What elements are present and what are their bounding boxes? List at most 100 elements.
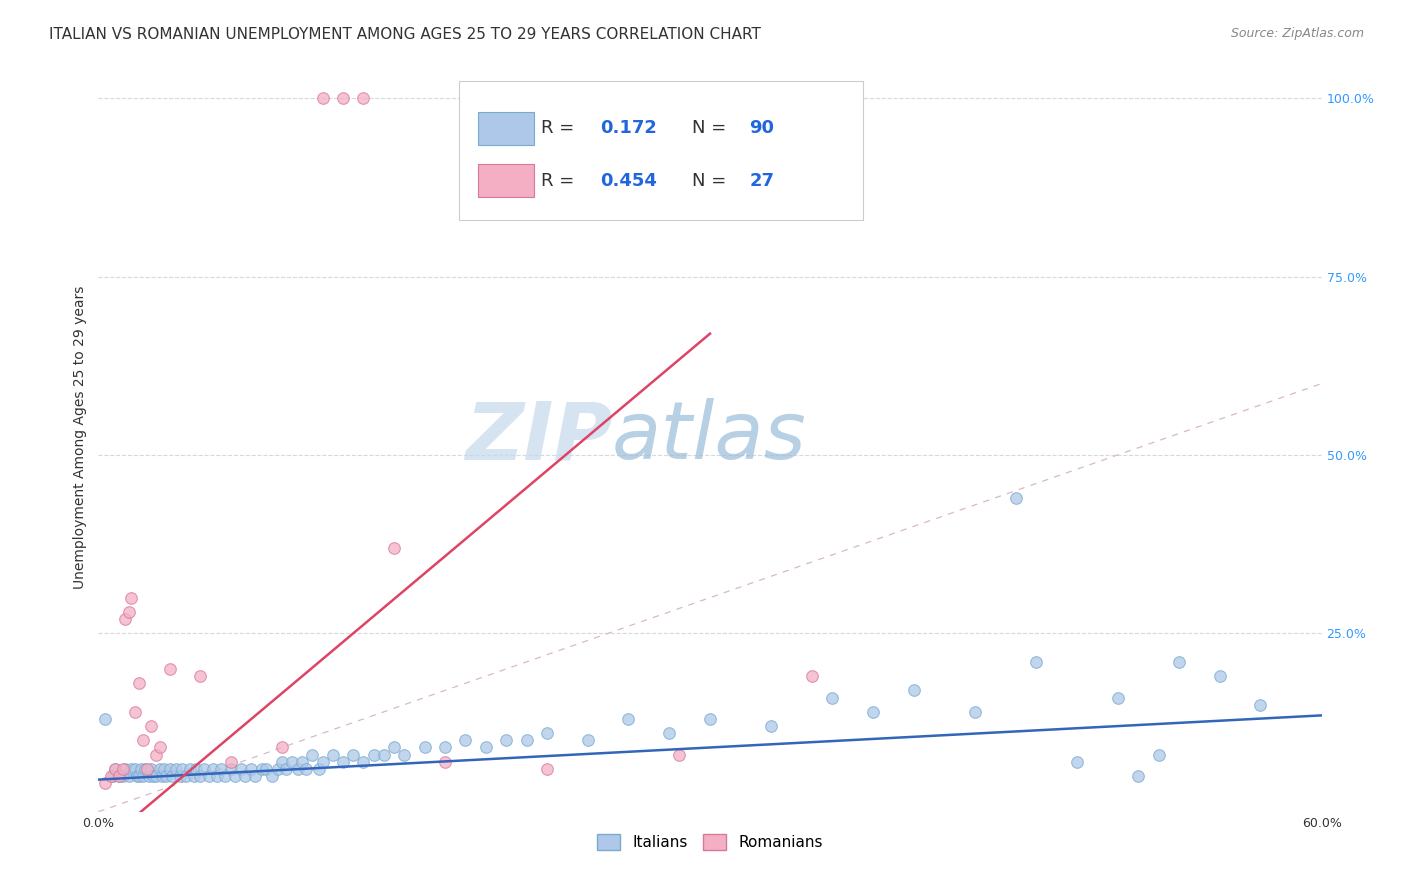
Point [668, 747, 690, 762]
Point [233, 769, 256, 783]
Text: N =: N = [692, 120, 725, 137]
Text: ITALIAN VS ROMANIAN UNEMPLOYMENT AMONG AGES 25 TO 29 YEARS CORRELATION CHART: ITALIAN VS ROMANIAN UNEMPLOYMENT AMONG A… [49, 27, 761, 42]
Point [862, 705, 884, 719]
Point [332, 91, 354, 105]
Point [536, 726, 558, 740]
Point [128, 676, 150, 690]
Point [120, 591, 142, 605]
Point [903, 683, 925, 698]
Point [159, 662, 181, 676]
Point [150, 769, 173, 783]
Point [965, 705, 987, 719]
Point [332, 755, 354, 769]
Point [474, 740, 498, 755]
Point [821, 690, 844, 705]
Point [801, 669, 824, 683]
Point [114, 762, 136, 776]
Point [108, 769, 131, 783]
Point [93, 712, 115, 726]
Text: 27: 27 [749, 172, 775, 190]
Point [193, 762, 215, 776]
Point [149, 740, 172, 755]
Point [114, 612, 136, 626]
Point [1066, 755, 1088, 769]
Point [201, 762, 224, 776]
Point [1249, 698, 1271, 712]
Point [342, 747, 364, 762]
Point [104, 762, 127, 776]
Point [219, 755, 242, 769]
Point [658, 726, 681, 740]
Point [111, 762, 134, 776]
Point [152, 762, 174, 776]
Text: N =: N = [692, 172, 725, 190]
Point [124, 705, 146, 719]
Text: ZIP: ZIP [465, 398, 612, 476]
Point [108, 769, 131, 783]
Point [312, 755, 335, 769]
Point [141, 719, 163, 733]
Point [141, 762, 163, 776]
Point [124, 762, 146, 776]
Point [111, 769, 134, 783]
Point [219, 762, 242, 776]
Point [267, 762, 290, 776]
Point [352, 91, 374, 105]
Point [205, 769, 228, 783]
Point [1128, 769, 1150, 783]
Text: 0.454: 0.454 [600, 172, 657, 190]
Point [352, 755, 374, 769]
Point [142, 769, 165, 783]
Point [169, 769, 191, 783]
Point [495, 733, 517, 747]
Point [186, 762, 208, 776]
Point [188, 769, 212, 783]
Point [382, 740, 405, 755]
Point [160, 769, 183, 783]
Point [155, 769, 177, 783]
FancyBboxPatch shape [478, 112, 534, 145]
Point [127, 769, 149, 783]
Text: R =: R = [541, 120, 575, 137]
Point [536, 762, 558, 776]
Point [231, 762, 253, 776]
Point [179, 762, 201, 776]
Point [322, 747, 344, 762]
Point [434, 740, 457, 755]
Point [214, 769, 236, 783]
Point [270, 740, 294, 755]
Point [188, 669, 212, 683]
Point [100, 769, 122, 783]
Point [145, 747, 167, 762]
Point [761, 719, 783, 733]
Point [516, 733, 538, 747]
Point [308, 762, 330, 776]
Point [287, 762, 309, 776]
Point [413, 740, 436, 755]
Text: R =: R = [541, 172, 575, 190]
Point [145, 769, 167, 783]
Text: Source: ZipAtlas.com: Source: ZipAtlas.com [1230, 27, 1364, 40]
Point [260, 769, 283, 783]
Point [301, 747, 323, 762]
Legend: Italians, Romanians: Italians, Romanians [591, 829, 830, 856]
Point [617, 712, 640, 726]
Point [136, 762, 159, 776]
Point [1004, 491, 1026, 505]
Point [1167, 655, 1189, 669]
Point [93, 776, 115, 790]
FancyBboxPatch shape [478, 164, 534, 197]
Point [1209, 669, 1232, 683]
Point [699, 712, 721, 726]
Text: 90: 90 [749, 120, 775, 137]
Text: atlas: atlas [612, 398, 807, 476]
Point [363, 747, 385, 762]
Point [209, 762, 232, 776]
Point [118, 769, 141, 783]
Point [392, 747, 416, 762]
Point [1025, 655, 1047, 669]
Point [295, 762, 318, 776]
Point [291, 755, 314, 769]
Point [240, 762, 263, 776]
Point [254, 762, 277, 776]
